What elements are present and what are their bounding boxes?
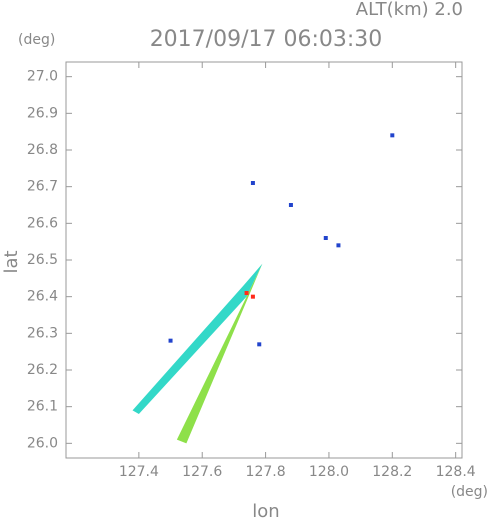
x-tick-label: 128.4 (436, 464, 476, 480)
y-tick-label: 26.8 (27, 142, 58, 158)
echo-point (244, 291, 249, 295)
y-tick-label: 27.0 (27, 69, 58, 85)
y-tick-label: 26.6 (27, 215, 58, 231)
x-tick-label: 127.4 (119, 464, 159, 480)
echo-point (288, 203, 293, 207)
y-tick-label: 26.9 (27, 105, 58, 121)
y-tick-label: 26.1 (27, 399, 58, 415)
echo-point (250, 181, 255, 185)
x-tick-label: 128.0 (309, 464, 349, 480)
echo-beam (176, 263, 263, 444)
y-tick-label: 26.0 (27, 435, 58, 451)
y-unit: (deg) (18, 32, 55, 48)
echo-point (257, 342, 262, 347)
y-tick-label: 26.7 (27, 179, 58, 195)
x-tick-label: 128.2 (372, 464, 412, 480)
y-tick-label: 26.3 (27, 325, 58, 341)
echo-point (336, 243, 341, 248)
y-tick-label: 26.2 (27, 362, 58, 378)
y-tick-label: 26.5 (27, 252, 58, 268)
y-axis-label: lat (1, 250, 22, 273)
echo-beam (132, 263, 263, 414)
echo-point (250, 294, 255, 299)
plot-frame (65, 61, 463, 459)
altitude-label: ALT(km) 2.0 (356, 0, 463, 20)
chart-title: 2017/09/17 06:03:30 (150, 27, 383, 52)
x-unit: (deg) (451, 484, 488, 500)
echo-point (390, 133, 395, 138)
x-tick-label: 127.6 (182, 464, 222, 480)
echo-point (168, 338, 173, 343)
x-axis-label: lon (252, 501, 279, 521)
x-tick-label: 127.8 (246, 464, 286, 480)
echo-point (323, 236, 328, 240)
y-tick-label: 26.4 (27, 289, 58, 305)
